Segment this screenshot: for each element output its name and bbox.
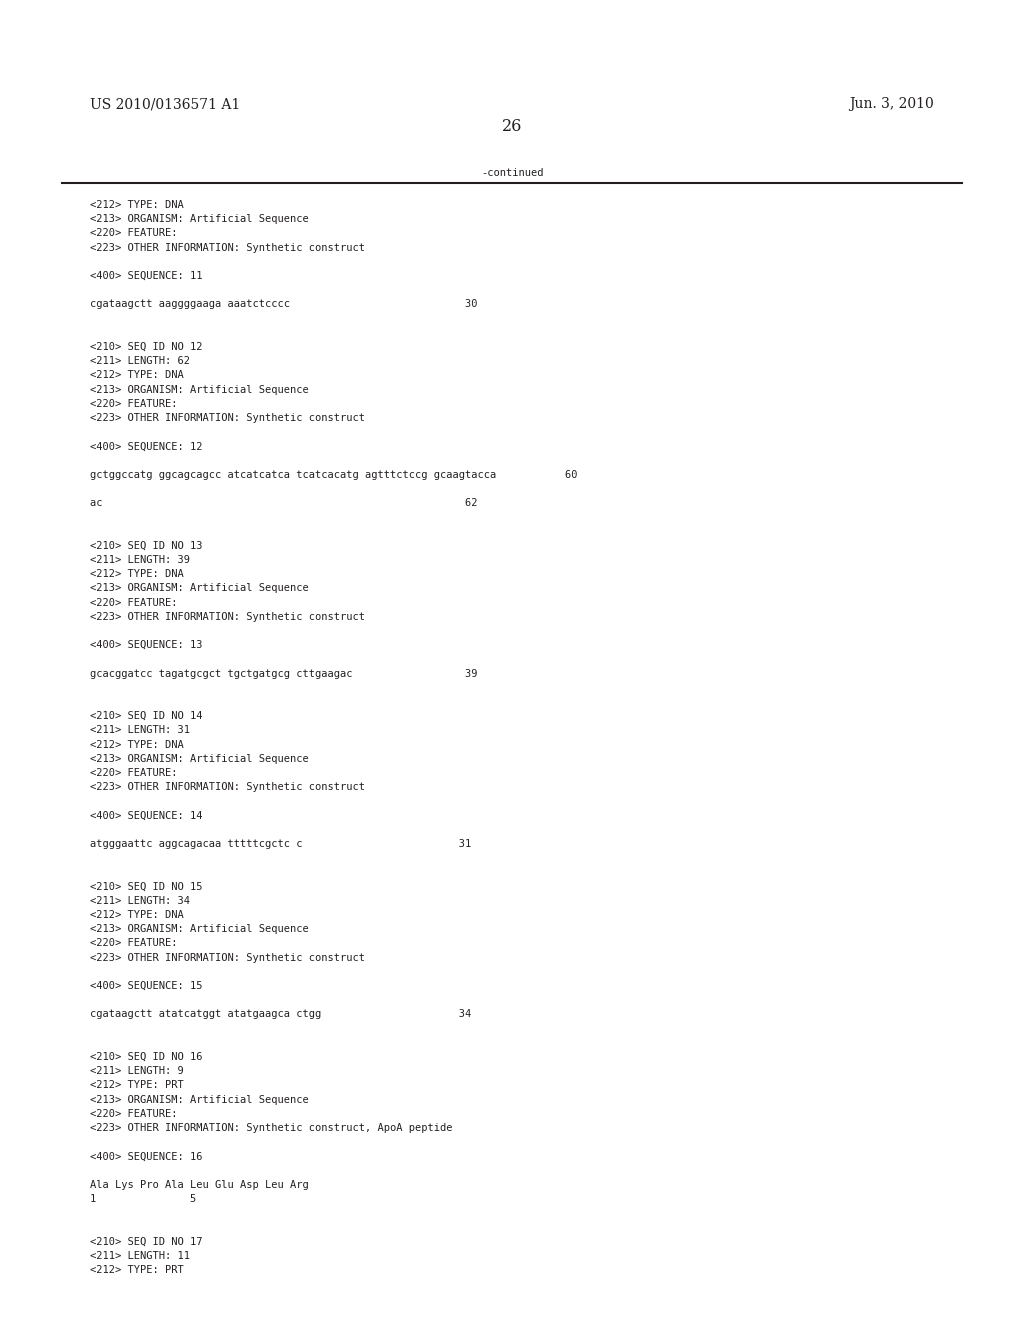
Text: <213> ORGANISM: Artificial Sequence: <213> ORGANISM: Artificial Sequence (90, 583, 309, 594)
Text: <210> SEQ ID NO 14: <210> SEQ ID NO 14 (90, 711, 203, 721)
Text: <400> SEQUENCE: 12: <400> SEQUENCE: 12 (90, 441, 203, 451)
Text: 1               5: 1 5 (90, 1195, 197, 1204)
Text: <223> OTHER INFORMATION: Synthetic construct: <223> OTHER INFORMATION: Synthetic const… (90, 611, 365, 622)
Text: 26: 26 (502, 117, 522, 135)
Text: Ala Lys Pro Ala Leu Glu Asp Leu Arg: Ala Lys Pro Ala Leu Glu Asp Leu Arg (90, 1180, 309, 1189)
Text: <212> TYPE: PRT: <212> TYPE: PRT (90, 1080, 183, 1090)
Text: <210> SEQ ID NO 12: <210> SEQ ID NO 12 (90, 342, 203, 352)
Text: <400> SEQUENCE: 14: <400> SEQUENCE: 14 (90, 810, 203, 821)
Text: <220> FEATURE:: <220> FEATURE: (90, 228, 177, 239)
Text: <212> TYPE: DNA: <212> TYPE: DNA (90, 201, 183, 210)
Text: <211> LENGTH: 34: <211> LENGTH: 34 (90, 896, 190, 906)
Text: <211> LENGTH: 31: <211> LENGTH: 31 (90, 726, 190, 735)
Text: <220> FEATURE:: <220> FEATURE: (90, 768, 177, 777)
Text: <213> ORGANISM: Artificial Sequence: <213> ORGANISM: Artificial Sequence (90, 384, 309, 395)
Text: <211> LENGTH: 11: <211> LENGTH: 11 (90, 1251, 190, 1261)
Text: <223> OTHER INFORMATION: Synthetic construct: <223> OTHER INFORMATION: Synthetic const… (90, 413, 365, 422)
Text: <220> FEATURE:: <220> FEATURE: (90, 399, 177, 409)
Text: <223> OTHER INFORMATION: Synthetic construct, ApoA peptide: <223> OTHER INFORMATION: Synthetic const… (90, 1123, 453, 1133)
Text: <211> LENGTH: 9: <211> LENGTH: 9 (90, 1067, 183, 1076)
Text: <223> OTHER INFORMATION: Synthetic construct: <223> OTHER INFORMATION: Synthetic const… (90, 783, 365, 792)
Text: <212> TYPE: DNA: <212> TYPE: DNA (90, 569, 183, 579)
Text: gctggccatg ggcagcagcc atcatcatca tcatcacatg agtttctccg gcaagtacca           60: gctggccatg ggcagcagcc atcatcatca tcatcac… (90, 470, 578, 479)
Text: <220> FEATURE:: <220> FEATURE: (90, 939, 177, 948)
Text: <213> ORGANISM: Artificial Sequence: <213> ORGANISM: Artificial Sequence (90, 924, 309, 935)
Text: <210> SEQ ID NO 17: <210> SEQ ID NO 17 (90, 1237, 203, 1246)
Text: <211> LENGTH: 39: <211> LENGTH: 39 (90, 554, 190, 565)
Text: <212> TYPE: DNA: <212> TYPE: DNA (90, 739, 183, 750)
Text: <223> OTHER INFORMATION: Synthetic construct: <223> OTHER INFORMATION: Synthetic const… (90, 953, 365, 962)
Text: <400> SEQUENCE: 13: <400> SEQUENCE: 13 (90, 640, 203, 651)
Text: <400> SEQUENCE: 11: <400> SEQUENCE: 11 (90, 271, 203, 281)
Text: <212> TYPE: PRT: <212> TYPE: PRT (90, 1265, 183, 1275)
Text: <210> SEQ ID NO 15: <210> SEQ ID NO 15 (90, 882, 203, 891)
Text: <210> SEQ ID NO 16: <210> SEQ ID NO 16 (90, 1052, 203, 1063)
Text: Jun. 3, 2010: Jun. 3, 2010 (849, 96, 934, 111)
Text: <213> ORGANISM: Artificial Sequence: <213> ORGANISM: Artificial Sequence (90, 1094, 309, 1105)
Text: <210> SEQ ID NO 13: <210> SEQ ID NO 13 (90, 541, 203, 550)
Text: <213> ORGANISM: Artificial Sequence: <213> ORGANISM: Artificial Sequence (90, 754, 309, 764)
Text: <211> LENGTH: 62: <211> LENGTH: 62 (90, 356, 190, 366)
Text: <223> OTHER INFORMATION: Synthetic construct: <223> OTHER INFORMATION: Synthetic const… (90, 243, 365, 252)
Text: <220> FEATURE:: <220> FEATURE: (90, 1109, 177, 1119)
Text: <212> TYPE: DNA: <212> TYPE: DNA (90, 371, 183, 380)
Text: gcacggatcc tagatgcgct tgctgatgcg cttgaagac                  39: gcacggatcc tagatgcgct tgctgatgcg cttgaag… (90, 669, 477, 678)
Text: -continued: -continued (480, 168, 544, 178)
Text: ac                                                          62: ac 62 (90, 498, 477, 508)
Text: <213> ORGANISM: Artificial Sequence: <213> ORGANISM: Artificial Sequence (90, 214, 309, 224)
Text: <400> SEQUENCE: 16: <400> SEQUENCE: 16 (90, 1151, 203, 1162)
Text: <400> SEQUENCE: 15: <400> SEQUENCE: 15 (90, 981, 203, 991)
Text: cgataagctt aaggggaaga aaatctcccc                            30: cgataagctt aaggggaaga aaatctcccc 30 (90, 300, 477, 309)
Text: <212> TYPE: DNA: <212> TYPE: DNA (90, 909, 183, 920)
Text: cgataagctt atatcatggt atatgaagca ctgg                      34: cgataagctt atatcatggt atatgaagca ctgg 34 (90, 1010, 471, 1019)
Text: atgggaattc aggcagacaa tttttcgctc c                         31: atgggaattc aggcagacaa tttttcgctc c 31 (90, 840, 471, 849)
Text: <220> FEATURE:: <220> FEATURE: (90, 598, 177, 607)
Text: US 2010/0136571 A1: US 2010/0136571 A1 (90, 96, 241, 111)
